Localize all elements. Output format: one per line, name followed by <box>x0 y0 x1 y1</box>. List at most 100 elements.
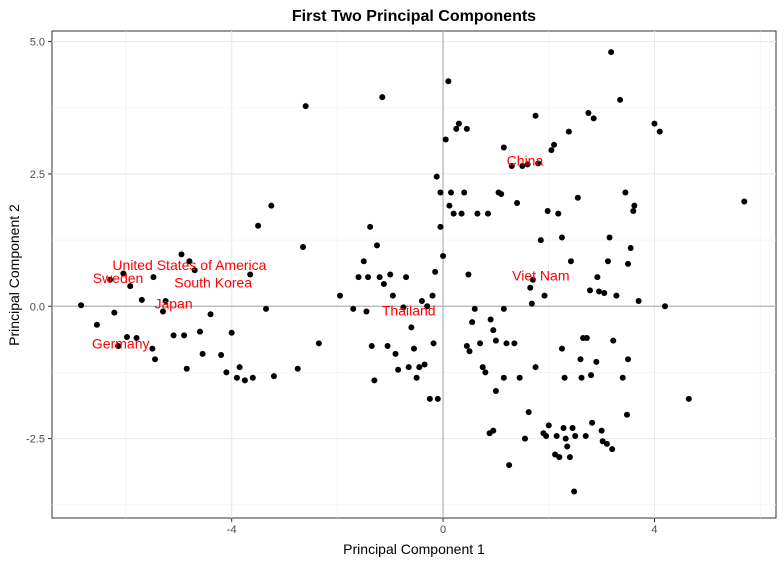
data-point <box>315 340 322 347</box>
data-point <box>603 440 610 447</box>
data-point <box>545 422 552 429</box>
data-point <box>430 340 437 347</box>
data-point <box>337 292 344 299</box>
data-point <box>218 351 225 358</box>
data-point <box>199 350 206 357</box>
data-point <box>379 94 386 101</box>
data-point <box>656 128 663 135</box>
data-point <box>544 207 551 214</box>
data-point <box>183 365 190 372</box>
data-point <box>593 358 600 365</box>
data-point <box>392 350 399 357</box>
data-point <box>519 162 526 169</box>
data-point <box>566 454 573 461</box>
data-point <box>120 270 127 277</box>
country-label: Japan <box>154 296 192 312</box>
data-point <box>152 356 159 363</box>
data-point <box>403 274 410 281</box>
data-point <box>529 276 536 283</box>
data-point <box>350 305 357 312</box>
data-point <box>453 125 460 132</box>
data-point <box>236 364 243 371</box>
data-point <box>527 284 534 291</box>
data-point <box>469 319 476 326</box>
data-point <box>263 305 270 312</box>
data-point <box>492 387 499 394</box>
chart-title: First Two Principal Components <box>292 8 536 25</box>
data-point <box>500 374 507 381</box>
data-point <box>387 271 394 278</box>
data-point <box>477 340 484 347</box>
data-point <box>294 365 301 372</box>
data-point <box>548 147 555 154</box>
data-point <box>434 395 441 402</box>
data-point <box>247 271 254 278</box>
y-axis-title: Principal Component 2 <box>6 204 22 346</box>
data-point <box>685 395 692 402</box>
data-point <box>565 128 572 135</box>
data-point <box>662 303 669 310</box>
data-point <box>115 342 122 349</box>
data-point <box>617 96 624 103</box>
data-point <box>111 309 118 316</box>
data-points <box>78 49 748 495</box>
data-point <box>562 435 569 442</box>
x-axis-title: Principal Component 1 <box>343 541 485 557</box>
data-point <box>556 454 563 461</box>
data-point <box>446 202 453 209</box>
data-point <box>590 115 597 122</box>
data-point <box>429 292 436 299</box>
data-point <box>384 342 391 349</box>
data-point <box>514 200 521 207</box>
data-point <box>741 198 748 205</box>
data-point <box>400 304 407 311</box>
data-point <box>532 112 539 119</box>
data-point <box>458 210 465 217</box>
data-point <box>93 321 100 328</box>
data-point <box>159 308 166 315</box>
data-point <box>572 432 579 439</box>
data-point <box>170 332 177 339</box>
data-point <box>376 274 383 281</box>
data-point <box>255 222 262 229</box>
data-point <box>558 345 565 352</box>
y-axis-ticks: -2.5 0.0 2.5 5.0 <box>26 37 52 446</box>
data-point <box>440 252 447 259</box>
data-point <box>426 395 433 402</box>
data-point <box>360 258 367 265</box>
data-point <box>553 432 560 439</box>
data-point <box>561 374 568 381</box>
data-point <box>610 337 617 344</box>
data-point <box>528 300 535 307</box>
data-point <box>490 327 497 334</box>
data-point <box>474 210 481 217</box>
data-point <box>558 234 565 241</box>
data-point <box>608 49 615 56</box>
data-point <box>492 337 499 344</box>
data-point <box>598 427 605 434</box>
data-point <box>228 329 235 336</box>
data-point <box>609 446 616 453</box>
country-label: China <box>507 153 544 169</box>
data-point <box>521 435 528 442</box>
plot-panel <box>51 30 777 519</box>
data-point <box>437 189 444 196</box>
reference-lines <box>52 31 776 518</box>
data-point <box>371 377 378 384</box>
data-point <box>482 369 489 376</box>
data-point <box>432 268 439 275</box>
data-point <box>651 120 658 127</box>
data-point <box>367 223 374 230</box>
data-point <box>461 189 468 196</box>
data-point <box>511 340 518 347</box>
data-point <box>223 369 230 376</box>
data-point <box>487 316 494 323</box>
x-axis-ticks: -4 0 4 <box>227 518 658 536</box>
data-point <box>363 308 370 315</box>
data-point <box>442 136 449 143</box>
data-point <box>524 161 531 168</box>
data-point <box>365 274 372 281</box>
data-point <box>149 345 156 352</box>
data-point <box>500 305 507 312</box>
data-point <box>191 267 198 274</box>
